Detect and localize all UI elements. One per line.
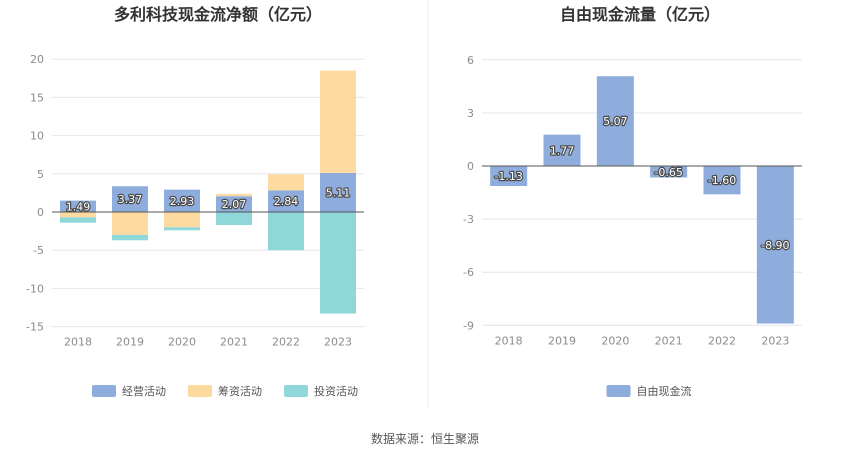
chart-title-net-cash-flow: 多利科技现金流净额（亿元） (114, 5, 322, 24)
data-label: -8.90 (761, 239, 789, 252)
y-tick-label: 3 (467, 107, 474, 120)
bar-investing-2022 (268, 212, 304, 251)
bar-operating-2018 (60, 200, 96, 212)
data-label: 2.93 (170, 195, 195, 208)
bar-investing-2023 (320, 212, 356, 314)
x-tick-label: 2019 (548, 334, 576, 347)
bar-financing-2021 (216, 193, 252, 197)
bar-financing-2023 (320, 70, 356, 173)
x-tick-label: 2023 (761, 334, 789, 347)
x-tick-label: 2018 (64, 336, 92, 349)
y-tick-label: -5 (33, 244, 44, 257)
bar-free_cash_flow-2020 (596, 76, 634, 166)
legend-label-free_cash_flow: 自由现金流 (637, 384, 692, 398)
data-label: 5.07 (603, 115, 628, 128)
bar-operating-2022 (268, 190, 304, 212)
y-tick-label: -6 (463, 266, 474, 279)
net-cash-flow-chart: 多利科技现金流净额（亿元） -15 -10 -5 0 5 10 15 20 2018 2019 20… (26, 5, 364, 398)
x-tick-label: 2020 (601, 334, 629, 347)
x-tick-label: 2019 (116, 336, 144, 349)
bar-financing-2019 (112, 212, 148, 235)
data-label: -0.65 (654, 166, 682, 179)
y-tick-label: -10 (26, 282, 44, 295)
free-cash-flow-chart: 自由现金流量（亿元） -9 -6 -3 0 3 6 2018 2019 2020 2021 2022… (463, 5, 802, 398)
bar-free_cash_flow-2023 (756, 166, 794, 324)
data-source-note: 数据来源：恒生聚源 (371, 431, 479, 446)
data-label: 1.77 (550, 144, 575, 157)
bar-operating-2019 (112, 186, 148, 212)
y-tick-label: 0 (37, 206, 44, 219)
legend-label-financing: 筹资活动 (218, 384, 262, 398)
data-label: 2.07 (222, 198, 247, 211)
legend-label-operating: 经营活动 (122, 384, 166, 398)
y-tick-label: 10 (30, 130, 44, 143)
bar-operating-2023 (320, 172, 356, 212)
bar-free_cash_flow-2021 (650, 166, 688, 178)
bar-financing-2022 (268, 174, 304, 191)
bar-financing-2020 (164, 212, 200, 228)
y-tick-label: 5 (37, 168, 44, 181)
bar-investing-2018 (60, 217, 96, 223)
bar-operating-2020 (164, 189, 200, 212)
x-tick-label: 2023 (324, 336, 352, 349)
y-tick-label: -3 (463, 213, 474, 226)
legend-swatch-free_cash_flow (606, 385, 631, 397)
legend-swatch-investing (284, 385, 308, 397)
x-tick-label: 2021 (220, 336, 248, 349)
data-label: 1.49 (66, 200, 91, 213)
data-label: 3.37 (118, 193, 143, 206)
legend-swatch-financing (188, 385, 212, 397)
bar-free_cash_flow-2018 (490, 166, 528, 187)
x-tick-label: 2021 (655, 334, 683, 347)
bar-operating-2021 (216, 196, 252, 212)
data-label: -1.13 (494, 170, 522, 183)
legend-label-investing: 投资活动 (314, 384, 358, 398)
y-tick-label: 0 (467, 160, 474, 173)
bar-investing-2021 (216, 212, 252, 225)
y-tick-label: 20 (30, 53, 44, 66)
y-tick-label: 6 (467, 54, 474, 67)
x-tick-label: 2022 (708, 334, 736, 347)
data-label: 5.11 (326, 186, 351, 199)
legend-swatch-operating (92, 385, 116, 397)
y-tick-label: -9 (463, 319, 474, 332)
x-tick-label: 2022 (272, 336, 300, 349)
bar-free_cash_flow-2022 (703, 166, 741, 195)
bar-free_cash_flow-2019 (543, 134, 581, 166)
bar-investing-2019 (112, 234, 148, 241)
y-tick-label: -15 (26, 321, 44, 334)
y-tick-label: 15 (30, 91, 44, 104)
data-label: 2.84 (274, 195, 299, 208)
x-tick-label: 2020 (168, 336, 196, 349)
bar-investing-2020 (164, 227, 200, 231)
x-tick-label: 2018 (495, 334, 523, 347)
bar-financing-2018 (60, 212, 96, 218)
data-label: -1.60 (708, 174, 736, 187)
chart-title-free-cash-flow: 自由现金流量（亿元） (560, 5, 720, 24)
